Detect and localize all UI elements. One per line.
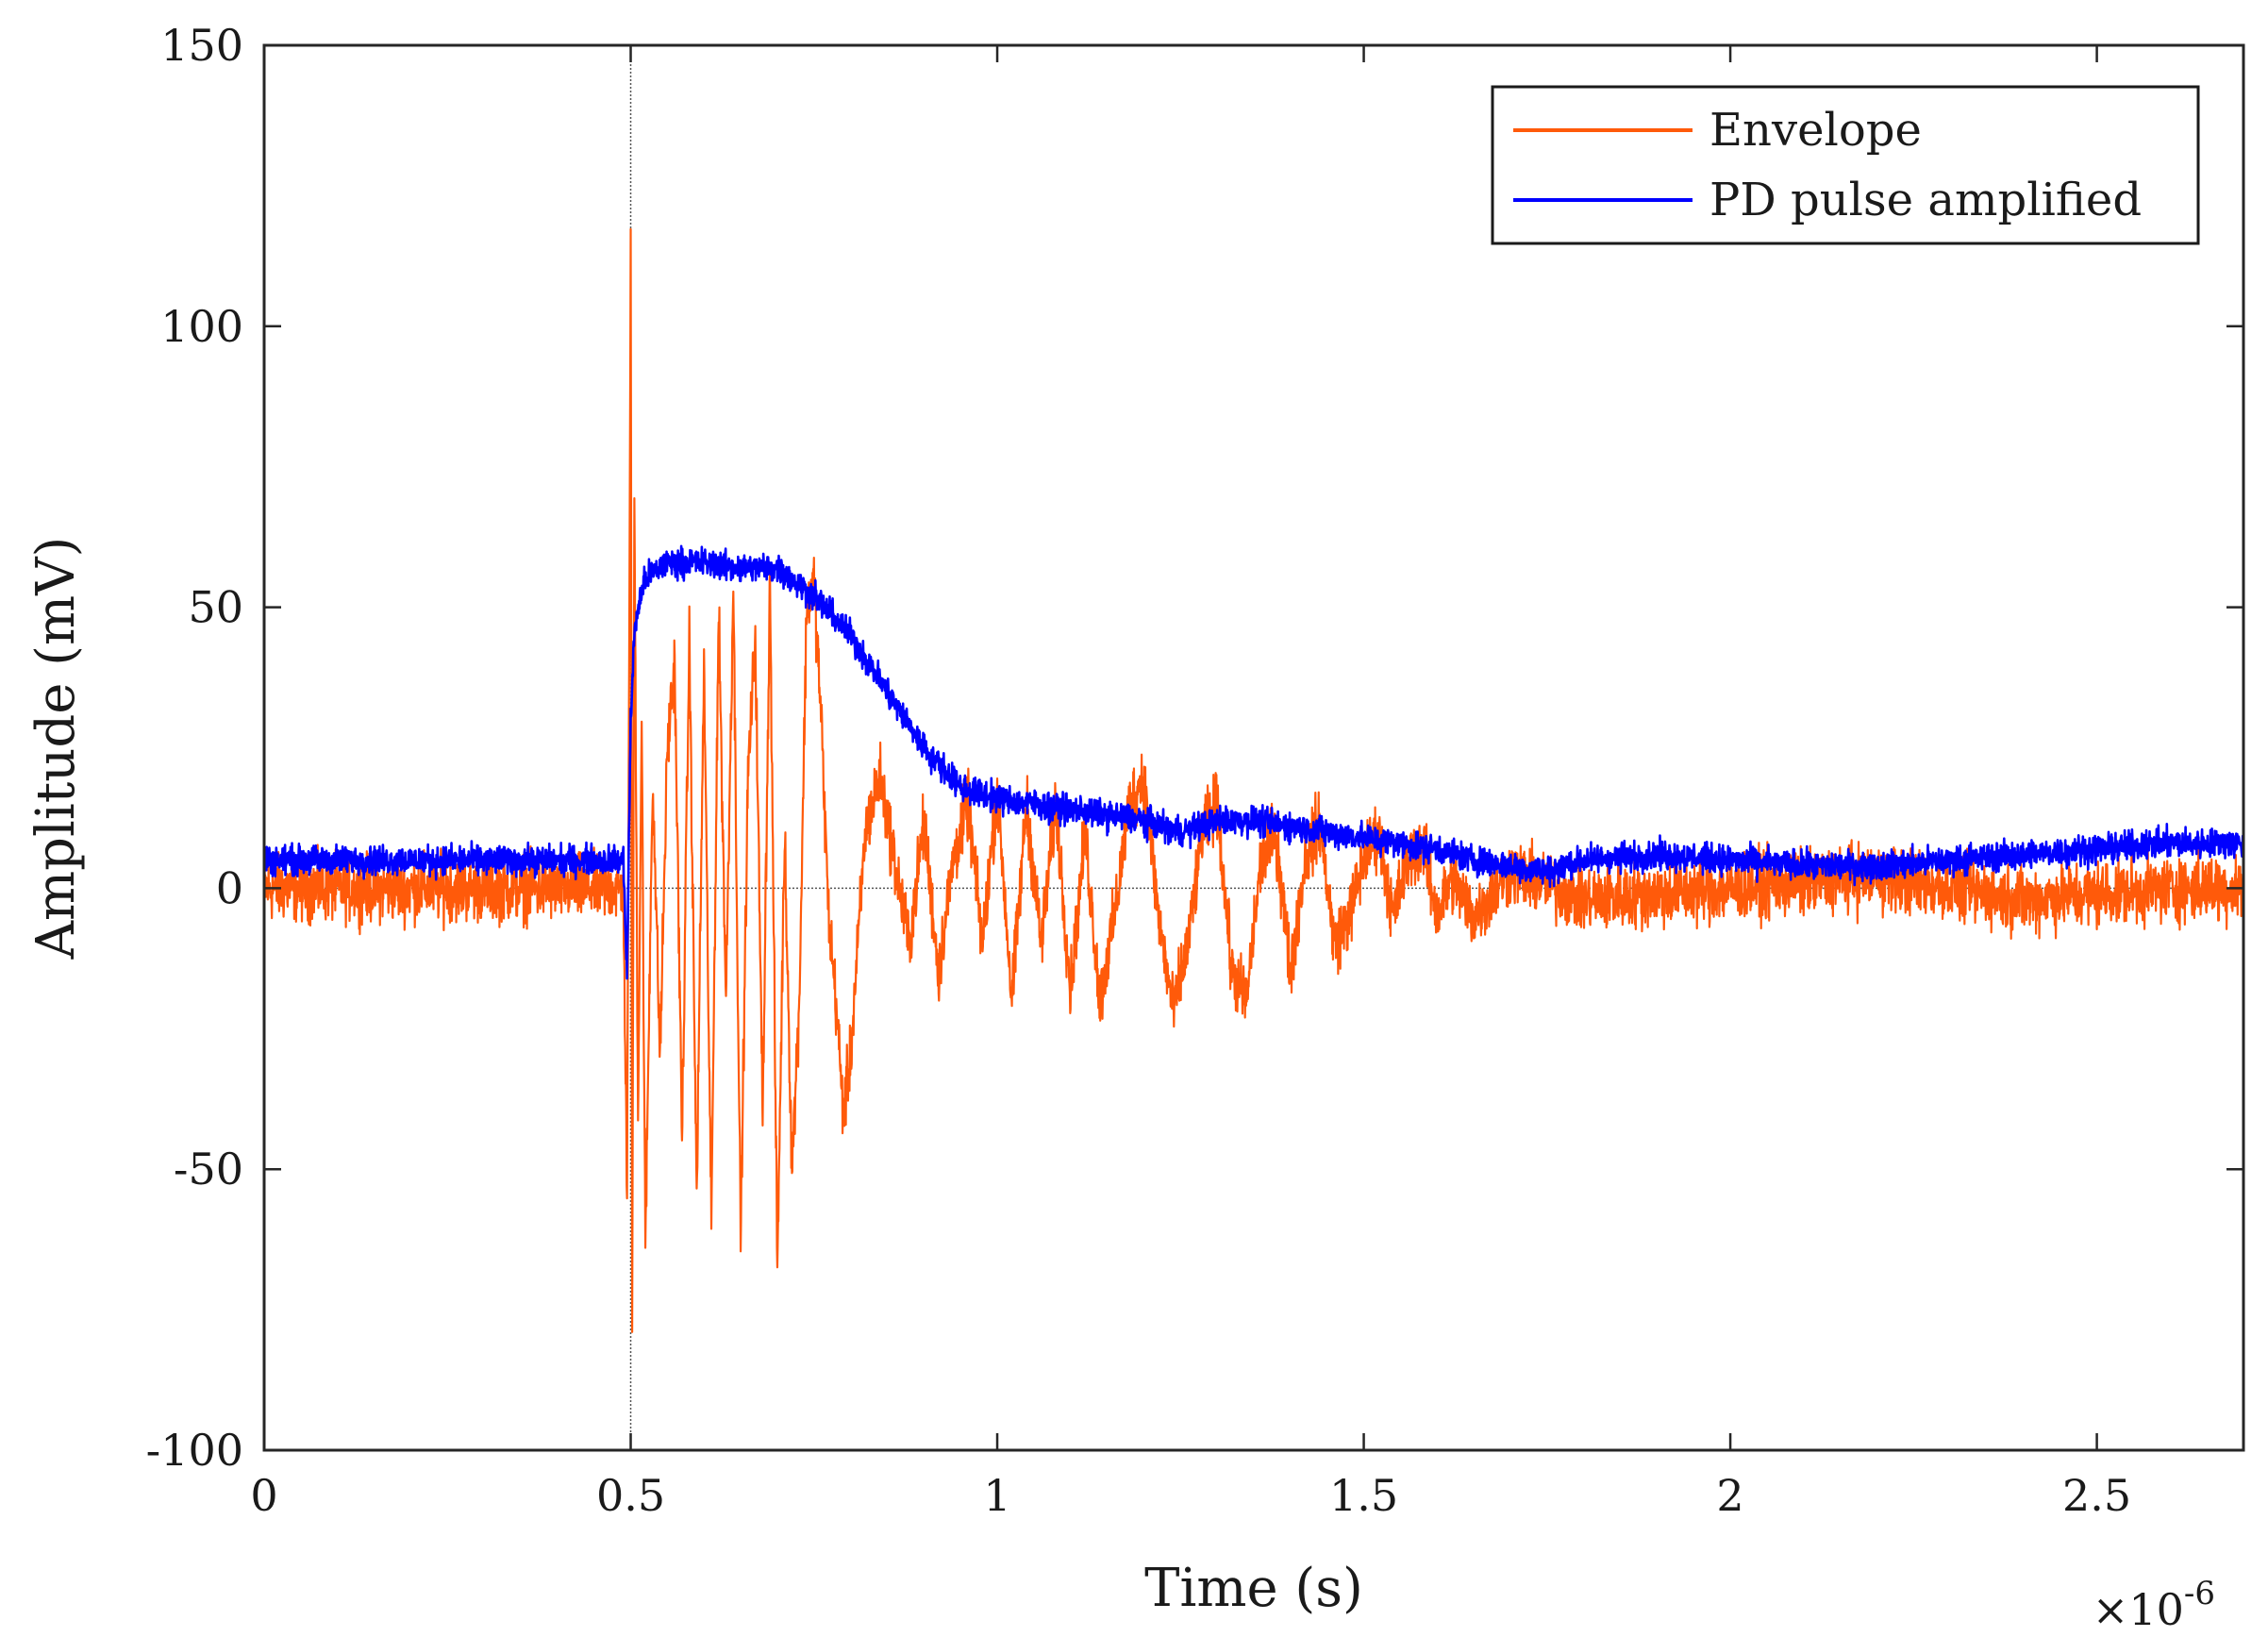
series-layer [262, 227, 2245, 1333]
reference-lines [264, 45, 2243, 1450]
x-tick-label: 0 [250, 1470, 277, 1521]
y-tick-label: -100 [146, 1425, 243, 1476]
y-tick-label: 0 [216, 862, 243, 913]
x-exponent-power: -6 [2184, 1575, 2215, 1612]
y-tick-label: 100 [160, 301, 243, 352]
series-line-pd-pulse [262, 544, 2245, 980]
x-tick-label: 1.5 [1329, 1470, 1398, 1521]
legend-label-pd-pulse: PD pulse amplified [1709, 174, 2142, 226]
x-axis-exponent: ×10-6 [2093, 1575, 2215, 1635]
x-tick-label: 1 [983, 1470, 1010, 1521]
y-axis-title: Amplitude (mV) [25, 537, 87, 960]
y-tick-label: 150 [160, 20, 243, 71]
legend-box [1491, 85, 2200, 245]
x-exponent-base: ×10 [2093, 1584, 2184, 1635]
y-tick-label: -50 [174, 1144, 243, 1194]
y-tick-label: 50 [188, 582, 243, 633]
x-tick-label: 2.5 [2062, 1470, 2131, 1521]
series-line-envelope [262, 227, 2245, 1333]
x-tick-label: 2 [1716, 1470, 1743, 1521]
plot-frame [262, 43, 2245, 1452]
ticks-layer: 0 0.5 1 1.5 2 2.5 -100 -50 0 50 100 150 [146, 20, 2243, 1521]
legend: Envelope PD pulse amplified [1491, 85, 2200, 245]
x-tick-label: 0.5 [596, 1470, 665, 1521]
legend-label-envelope: Envelope [1709, 104, 1922, 157]
x-axis-title: Time (s) [1144, 1558, 1363, 1619]
